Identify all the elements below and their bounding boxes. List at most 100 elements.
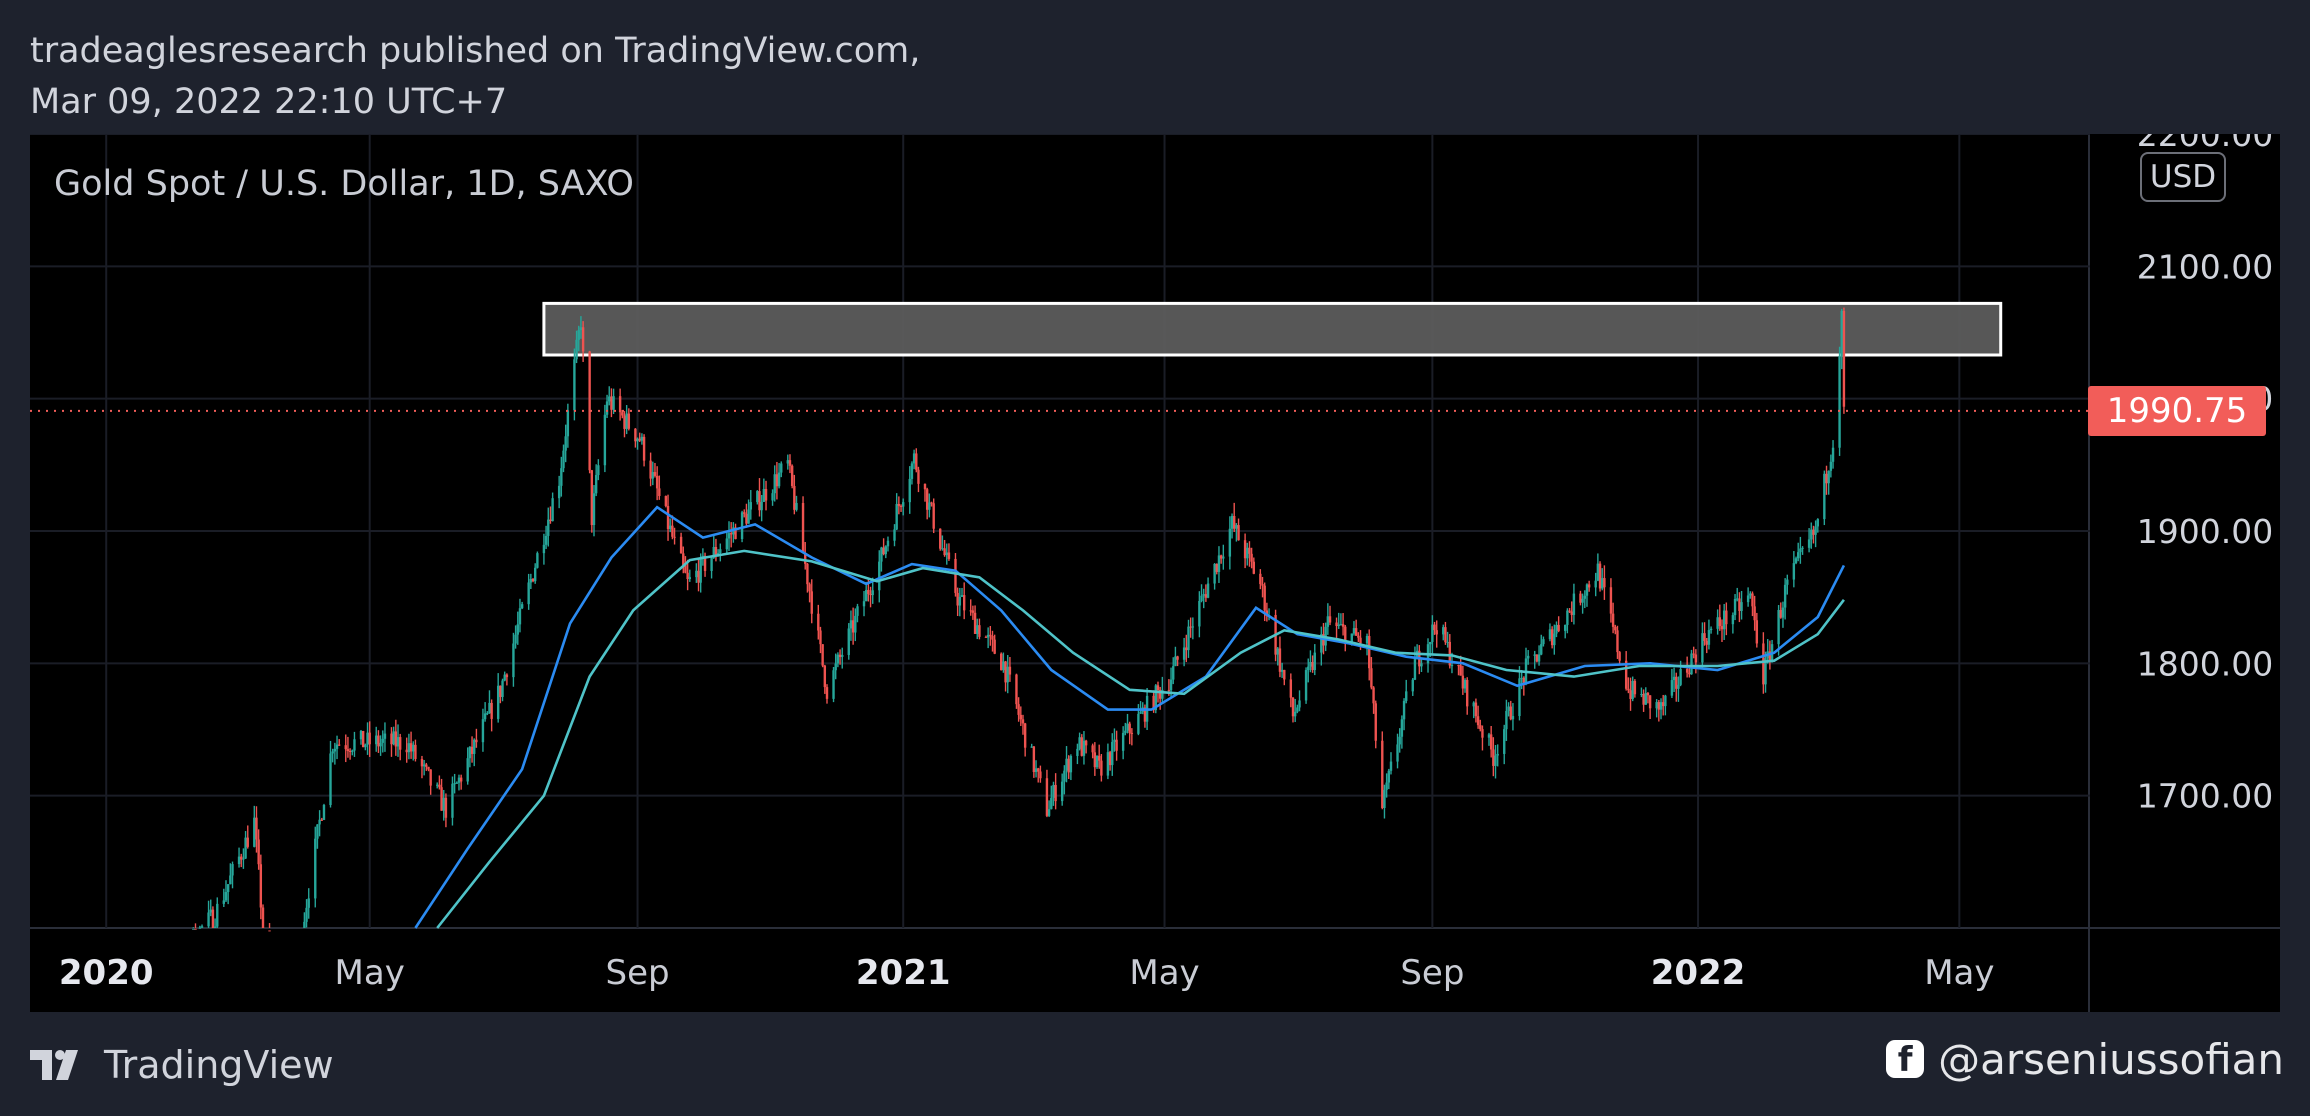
candle-body [1598,563,1602,589]
candle-body [242,858,245,860]
time-tick-label: May [1129,953,1199,993]
candle-body [989,634,992,636]
candle-body [1263,585,1266,611]
candle-body [1204,594,1208,598]
candle-body [1261,584,1264,586]
candle-body [764,488,768,501]
candle-body [1420,663,1423,667]
candle-body [351,750,354,752]
candle-body [222,900,226,904]
candle-body [740,512,744,540]
candle-body [1034,768,1038,773]
candle-body [1722,610,1726,630]
candle-body [786,460,790,464]
candle-body [727,533,731,539]
candle-body [459,777,463,782]
candle-body [862,601,866,607]
candle-body [1716,617,1719,629]
price-chart[interactable]: 1700.001800.001900.002000.002100.002200.… [30,134,2280,1012]
candle-body [226,884,230,893]
candle-body [1701,633,1704,663]
candle-body [534,567,537,582]
tradingview-brand[interactable]: TradingView [30,1040,334,1090]
candle-body [1078,737,1081,749]
candle-body [775,474,779,487]
candle-body [1121,732,1125,751]
candle-body [1389,761,1393,771]
candle-body [377,735,380,747]
candle-body [1476,716,1480,726]
candle-body [1542,639,1545,645]
candle-body [1182,647,1186,660]
candle-body [1583,595,1586,599]
candle-body [795,503,798,510]
candle-body [1084,740,1088,746]
candle-body [725,538,729,550]
candle-body [610,396,613,410]
candle-body [1030,746,1033,748]
candle-body [1045,778,1049,816]
candle-body [1657,702,1661,710]
candle-body [712,546,715,558]
candle-body [1831,447,1835,462]
time-axis-labels: 2020 May Sep 2021 May Sep 2022 May [59,953,1995,993]
candle-body [1091,745,1094,753]
candle-body [664,496,668,506]
candle-body [1365,636,1369,644]
candle-body [1481,729,1484,738]
candle-body [375,735,378,745]
candle-body [1614,626,1617,631]
candle-body [1587,584,1591,588]
candle-body [915,453,918,470]
candle-body [335,744,339,749]
candle-body [1442,627,1445,635]
candle-body [1672,676,1676,681]
candle-body [869,594,872,596]
candle-body [496,685,500,719]
candle-body [488,702,491,714]
chart-panel[interactable]: 1700.001800.001900.002000.002100.002200.… [30,134,2280,1012]
candle-body [499,685,502,697]
candle-body [1291,697,1295,717]
author-handle[interactable]: f @arseniussofian [1886,1034,2284,1084]
candle-body [1540,644,1543,655]
candle-body [240,856,243,860]
candlestick-series [192,307,1846,932]
candle-body [719,549,722,553]
candle-body [612,396,615,410]
candle-body [1431,624,1434,642]
candle-body [390,733,393,745]
moving-average-lines [414,505,1846,929]
candle-body [884,546,887,555]
candle-body [986,634,990,638]
candle-body [1139,711,1142,714]
candle-body [1466,679,1469,707]
candle-body [825,687,829,699]
price-axis-background [2090,134,2280,1012]
candle-body [557,485,561,499]
candle-body [777,472,781,487]
candle-body [793,485,796,510]
candle-body [810,591,813,614]
candle-body [1479,725,1482,730]
candle-body [1679,669,1682,685]
candle-body [1738,598,1741,611]
candle-body [945,552,948,556]
candle-body [1359,637,1362,644]
candle-body [642,436,646,461]
candle-body [651,472,654,479]
candle-body [318,819,321,825]
candle-body [420,759,424,767]
candle-body [1524,658,1528,683]
candle-body [1709,628,1713,631]
candle-body [575,339,578,360]
candle-body [1076,748,1079,756]
candle-body [394,731,398,747]
candle-body [1581,598,1584,603]
candle-body [1677,684,1680,689]
candle-body [329,753,332,805]
candle-body [1601,578,1604,589]
currency-button[interactable]: USD [2140,152,2226,202]
candle-body [878,561,881,591]
candle-body [1143,707,1147,722]
